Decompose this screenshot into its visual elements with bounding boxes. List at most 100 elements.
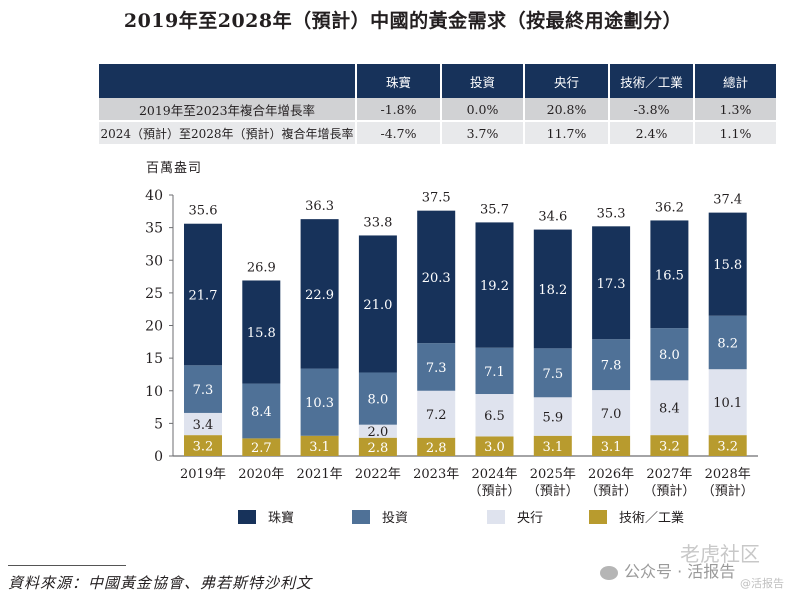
bar-segment-label: 2.8: [426, 441, 447, 456]
bar-segment: [358, 235, 397, 373]
x-tick-label: 2027年: [646, 467, 692, 482]
y-tick-label: 40: [145, 188, 163, 204]
bar-segment-label: 15.8: [247, 326, 276, 341]
bar-segment-label: 10.3: [305, 396, 334, 411]
source-note: 資料來源：中國黃金協會、弗若斯特沙利文: [8, 574, 313, 592]
bar-segment-label: 8.0: [368, 393, 389, 408]
legend-swatch: [238, 510, 256, 524]
row-label: 2024（預計）至2028年（預計）複合年增長率: [99, 120, 355, 144]
watermark-top: 老虎社区: [680, 542, 760, 566]
bar-segment-label: 8.0: [659, 348, 680, 363]
bar-segment: [475, 222, 514, 348]
bar-segment-label: 3.4: [193, 418, 214, 433]
bar-segment-label: 7.1: [484, 365, 505, 380]
bar-segment: [650, 328, 689, 381]
stacked-bar-chart: 0 5 10 15 20 25 30 35 40 3.2 3.4 7.3 21.7 35.6 2019年 2.…: [145, 188, 758, 526]
bar-total-label: 26.9: [247, 260, 276, 275]
header-cell-central-bank: 央行: [525, 64, 608, 98]
bar-segment-label: 5.9: [542, 411, 563, 426]
x-tick-label: （預計）: [527, 483, 579, 499]
legend-label: 珠寶: [268, 510, 294, 526]
bar-total-label: 33.8: [363, 215, 392, 230]
bar-segment-label: 15.8: [713, 258, 742, 273]
bar-segment: [708, 435, 747, 456]
bar-total-label: 37.5: [422, 191, 451, 206]
cagr-table: 珠寶 投資 央行 技術／工業 總計 2019年至2023年複合年增長率 -1.8…: [97, 64, 778, 144]
bar-segment: [650, 435, 689, 456]
bar-segment-label: 21.0: [363, 298, 392, 313]
legend-label: 技術／工業: [619, 510, 684, 526]
header-cell-total: 總計: [695, 64, 776, 98]
bar-segment-label: 7.8: [601, 359, 622, 374]
y-tick-label: 0: [154, 449, 163, 465]
bar-segment: [184, 223, 222, 366]
bar-segment: [592, 339, 631, 391]
y-tick-label: 30: [145, 253, 163, 269]
bar-total-label: 35.7: [480, 202, 509, 217]
x-tick-label: （預計）: [585, 483, 637, 499]
x-tick-label: 2028年: [705, 467, 751, 482]
y-tick-label: 15: [145, 351, 163, 367]
bar-segment: [242, 383, 281, 439]
bar-segment: [592, 390, 631, 436]
bar-segment-label: 3.0: [484, 440, 505, 455]
source-divider: [8, 565, 126, 566]
legend-swatch: [352, 510, 370, 524]
cell-central-bank: 20.8%: [525, 98, 608, 120]
bar-segment: [358, 424, 397, 438]
bar-segment: [533, 229, 572, 349]
bar-segment: [475, 436, 514, 456]
y-tick-label: 5: [154, 416, 163, 432]
x-tick-label: （預計）: [468, 483, 520, 499]
cell-total: 1.3%: [695, 98, 776, 120]
bar-segment: [300, 435, 339, 456]
x-tick-label: 2025年: [530, 467, 576, 482]
cell-investment: 3.7%: [442, 120, 523, 144]
cell-tech-industry: 2.4%: [610, 120, 693, 144]
header-cell-blank: [99, 64, 355, 98]
bar-segment-label: 7.0: [601, 407, 622, 422]
legend-label: 央行: [517, 511, 543, 526]
bar-segment-label: 7.3: [426, 361, 447, 376]
bar-segment-label: 21.7: [189, 289, 218, 304]
bar-segment-label: 3.1: [309, 440, 330, 455]
bar-segment: [533, 435, 572, 456]
bar-segment: [592, 435, 631, 456]
bar-segment-label: 19.2: [480, 279, 509, 294]
bar-segment-label: 3.1: [601, 440, 622, 455]
bar-segment-label: 18.2: [538, 283, 567, 298]
header-cell-jewelry: 珠寶: [357, 64, 440, 98]
cagr-row-2024-2028: 2024（預計）至2028年（預計）複合年增長率 -4.7% 3.7% 11.7…: [99, 120, 776, 144]
watermark: 公众号 · 活报告: [600, 558, 735, 582]
y-axis-unit-label: 百萬盎司: [146, 161, 203, 176]
bar-segment-label: 6.5: [484, 409, 505, 424]
bar-segment: [358, 372, 397, 425]
bar-total-label: 36.3: [305, 199, 334, 214]
bar-segment-label: 7.2: [426, 408, 447, 423]
bar-segment-label: 22.9: [305, 288, 334, 303]
watermark-handle: @活报告: [740, 577, 784, 590]
bar-segment: [708, 315, 747, 370]
bar-segment: [300, 368, 339, 436]
bar-segment: [300, 219, 339, 369]
bar-segment: [650, 220, 689, 329]
bar-segment: [475, 347, 514, 395]
x-tick-label: 2021年: [297, 467, 343, 482]
x-tick-label: 2026年: [588, 467, 634, 482]
bar-segment: [417, 390, 456, 438]
bar-segment-label: 8.4: [251, 405, 272, 420]
bar-segment: [242, 438, 281, 456]
bar-segment: [592, 226, 631, 340]
bar-segment-label: 3.2: [717, 440, 738, 455]
bar-segment-label: 10.1: [713, 396, 742, 411]
bar-segment: [184, 435, 222, 456]
bar-segment-label: 3.1: [542, 440, 563, 455]
bar-segment-label: 17.3: [597, 277, 626, 292]
legend-label: 投資: [382, 510, 408, 526]
bar-segment: [708, 212, 747, 316]
y-tick-label: 20: [145, 319, 163, 335]
cagr-row-2019-2023: 2019年至2023年複合年增長率 -1.8% 0.0% 20.8% -3.8%…: [99, 98, 776, 120]
y-tick-label: 25: [145, 286, 163, 302]
bar-segment-label: 7.3: [193, 383, 214, 398]
bar-segment: [650, 380, 689, 436]
